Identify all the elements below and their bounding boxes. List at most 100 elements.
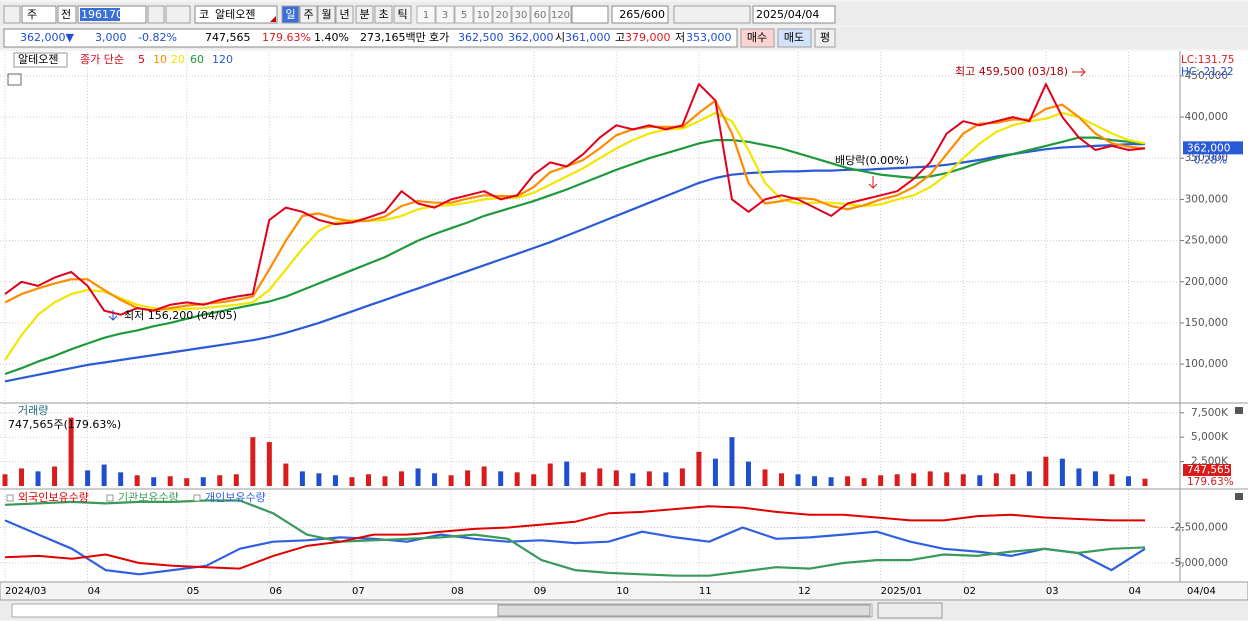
- x-tick-label: 2025/01: [881, 586, 923, 597]
- count-field[interactable]: [611, 5, 669, 24]
- volume-bar: [977, 475, 983, 486]
- period-select[interactable]: [21, 5, 57, 24]
- panel-title: 거래량: [18, 404, 48, 417]
- volume-bar: [613, 470, 619, 486]
- interval-button[interactable]: [492, 5, 512, 24]
- x-axis-bar: [0, 581, 1248, 601]
- volume-bar: [382, 476, 388, 486]
- legend-swatch: [6, 494, 14, 502]
- series-line: [4, 136, 1146, 376]
- interval-button[interactable]: [416, 5, 436, 24]
- open-label: 시: [555, 31, 565, 44]
- volume-bar: [531, 474, 537, 486]
- sell-button[interactable]: [777, 28, 812, 48]
- volume-ratio: 179.63%: [262, 31, 311, 44]
- y-tick-label: 200,000: [1185, 276, 1228, 288]
- arrow: [108, 310, 118, 321]
- close-icon[interactable]: [1235, 493, 1243, 500]
- interval-button[interactable]: [473, 5, 493, 24]
- close-icon[interactable]: [1235, 407, 1243, 414]
- y-tick-label: 250,000: [1185, 235, 1228, 247]
- x-tick-label: 11: [699, 586, 712, 597]
- volume-bar: [547, 463, 553, 486]
- period-button[interactable]: [374, 5, 393, 24]
- date-field[interactable]: [752, 5, 836, 24]
- scroll-thumb[interactable]: [497, 604, 871, 617]
- nav-buttons[interactable]: [877, 602, 943, 619]
- period-button[interactable]: [393, 5, 412, 24]
- chart-area: [0, 51, 1248, 582]
- last-price: 362,000: [1187, 142, 1230, 154]
- y-tick-label: -2,500,000: [1171, 521, 1228, 533]
- low: 353,000: [686, 31, 732, 44]
- market: 코: [199, 8, 209, 21]
- volume-bar: [1142, 478, 1148, 486]
- turnover: 1.40%: [314, 31, 349, 44]
- volume-bar: [712, 458, 718, 486]
- interval-label: 30: [515, 10, 528, 21]
- x-tick-label: 07: [352, 586, 365, 597]
- legend-item: 5: [138, 53, 145, 66]
- buy-button[interactable]: [740, 28, 775, 48]
- volume-bar: [415, 468, 421, 486]
- volume-bar: [795, 474, 801, 486]
- legend-item: 60: [190, 53, 204, 66]
- volume-bar: [2, 474, 8, 486]
- menu-button[interactable]: [3, 5, 21, 24]
- volume-bar: [316, 473, 322, 486]
- y-tick-label: 350,000: [1185, 152, 1228, 164]
- bid: 362,000: [508, 31, 554, 44]
- volume-bar: [399, 471, 405, 486]
- volume-bar: [911, 473, 917, 486]
- sound-button[interactable]: [165, 5, 191, 24]
- period-button[interactable]: [317, 5, 336, 24]
- period-button[interactable]: [281, 5, 300, 24]
- x-tick-label: 04: [88, 586, 101, 597]
- interval-label: 1: [423, 10, 429, 21]
- last-volume-tag: [1183, 464, 1231, 476]
- annotation: 배당락(0.00%): [835, 154, 909, 167]
- x-tick-label: 06: [269, 586, 282, 597]
- arrow: [868, 176, 878, 189]
- arrow: [1072, 67, 1086, 77]
- interval-button[interactable]: [511, 5, 531, 24]
- avg-button[interactable]: [814, 28, 836, 48]
- volume-bar: [498, 471, 504, 486]
- interval-label: 120: [551, 10, 570, 21]
- name-field[interactable]: [194, 5, 278, 24]
- interval-button[interactable]: [435, 5, 455, 24]
- volume-bar: [878, 475, 884, 486]
- volume-bar: [1109, 474, 1115, 486]
- y-tick-label: 450,000: [1185, 70, 1228, 82]
- interval-button[interactable]: [454, 5, 474, 24]
- x-tick-label: 03: [1046, 586, 1059, 597]
- volume-bar: [812, 476, 818, 486]
- period-button[interactable]: [355, 5, 374, 24]
- legend-item: 20: [171, 53, 185, 66]
- interval-button[interactable]: [530, 5, 550, 24]
- change: 3,000: [95, 31, 127, 44]
- interval-button[interactable]: [549, 5, 572, 24]
- dropdown[interactable]: [571, 5, 609, 24]
- series-line: [4, 83, 1146, 316]
- table-icon[interactable]: [7, 73, 22, 86]
- y-tick-label: 150,000: [1185, 317, 1228, 329]
- y-tick-label: 7,500K: [1191, 407, 1229, 419]
- volume-bar: [1076, 468, 1082, 486]
- annotation: 최저 156,200 (04/05): [124, 309, 237, 322]
- period-button[interactable]: [299, 5, 318, 24]
- period-label: 분: [359, 8, 369, 21]
- legend-box: [13, 52, 68, 68]
- mode-button[interactable]: [57, 5, 77, 24]
- volume-bar: [1026, 471, 1032, 486]
- legend-item: 120: [212, 53, 233, 66]
- volume-bar: [1059, 458, 1065, 486]
- volume-bar: [960, 474, 966, 486]
- legend-item: 외국인보유수량: [18, 491, 89, 504]
- last-ratio: 179.63%: [1187, 476, 1234, 488]
- period-button[interactable]: [335, 5, 354, 24]
- low-label: 저: [675, 31, 685, 44]
- lc-label: LC:131.75: [1181, 54, 1234, 66]
- tool-icons[interactable]: [673, 5, 751, 24]
- search-button[interactable]: [147, 5, 165, 24]
